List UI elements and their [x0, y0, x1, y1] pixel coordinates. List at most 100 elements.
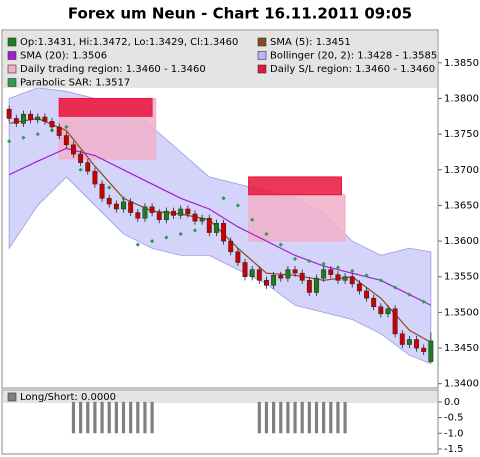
candle-body	[235, 251, 241, 263]
candle-body	[106, 198, 112, 205]
bar	[107, 401, 111, 434]
legend-label: Parabolic SAR: 1.3517	[20, 78, 130, 89]
legend-label: SMA (20): 1.3506	[20, 51, 107, 62]
candle-body	[256, 269, 262, 281]
candle-body	[328, 269, 334, 275]
candle-body	[364, 290, 369, 299]
candle-body	[285, 269, 291, 279]
candle-body	[121, 201, 126, 210]
candle-body	[335, 274, 341, 281]
bar	[264, 401, 269, 434]
legend-swatch	[7, 392, 17, 402]
bar	[293, 401, 297, 434]
sar-dot	[321, 261, 326, 267]
candle-body	[414, 339, 420, 349]
bar	[272, 401, 276, 434]
sar-dot	[378, 278, 383, 283]
y-tick-label: 1.3600	[444, 236, 479, 247]
legend-swatch	[257, 51, 267, 60]
candle-body	[378, 306, 384, 315]
sar-dot	[350, 268, 355, 274]
sar-dot	[407, 292, 412, 297]
sar-dot	[335, 265, 341, 270]
y-tick-label: -1.5	[444, 444, 464, 455]
bar	[93, 401, 97, 434]
candle-body	[271, 275, 277, 286]
candle-body	[406, 339, 412, 345]
y-tick-label: 1.3850	[444, 58, 479, 69]
sar-dot	[149, 238, 155, 244]
candle-body	[356, 283, 362, 292]
candle-body	[13, 118, 19, 124]
candle-body	[371, 297, 377, 307]
candle-body	[149, 206, 155, 213]
candle-body	[178, 208, 184, 216]
bar	[343, 401, 347, 434]
sar-dot	[235, 203, 240, 208]
bar	[114, 401, 118, 434]
candle-body	[392, 308, 398, 335]
bar	[150, 401, 154, 434]
y-tick-label: 1.3700	[444, 165, 479, 176]
candle-body	[306, 280, 312, 293]
sar-dot	[21, 135, 26, 140]
candle-body	[249, 269, 255, 277]
bar	[129, 401, 133, 434]
candle-body	[6, 108, 12, 119]
candle-body	[171, 210, 176, 216]
bar	[100, 401, 104, 434]
sar-dot	[35, 131, 40, 137]
candle-body	[192, 213, 198, 222]
sar-dot	[164, 235, 169, 240]
y-tick-label: 1.3550	[444, 272, 479, 283]
sar-dot	[221, 196, 226, 201]
sar-dot	[135, 242, 140, 247]
sar-dot	[364, 273, 369, 278]
candle-body	[314, 277, 319, 293]
sar-dot	[307, 258, 312, 264]
candle-body	[421, 347, 427, 352]
sar-dot	[421, 299, 426, 304]
bar	[286, 401, 290, 434]
candle-body	[321, 269, 327, 279]
sar-dot	[264, 231, 269, 237]
bar	[307, 401, 311, 434]
candle-body	[156, 212, 162, 220]
sar-dot	[192, 228, 198, 233]
y-tick-label: 1.3800	[444, 93, 479, 104]
candle-body	[20, 113, 26, 124]
candle-body	[71, 144, 76, 155]
candle-body	[163, 210, 169, 220]
candle-body	[185, 208, 191, 215]
bar	[86, 401, 90, 434]
legend-swatch	[7, 37, 17, 47]
candle-body	[299, 272, 305, 281]
legend-label: Daily trading region: 1.3460 - 1.3460	[20, 64, 206, 75]
sar-dot	[178, 231, 183, 237]
sar-dot	[292, 256, 298, 262]
region	[248, 176, 343, 196]
y-tick-label: -1.0	[444, 428, 464, 439]
legend-swatch	[7, 64, 17, 74]
legend-label: Bollinger (20, 2): 1.3428 - 1.3585	[270, 51, 437, 62]
candle-body	[242, 262, 248, 277]
sar-dot	[107, 185, 112, 190]
legend-swatch	[7, 51, 17, 60]
candle-body	[199, 218, 205, 222]
legend-label: SMA (5): 1.3451	[270, 37, 351, 48]
sar-dot	[78, 167, 83, 172]
sar-dot	[392, 285, 398, 290]
region	[248, 194, 346, 242]
bar	[336, 401, 340, 434]
y-tick-label: 1.3750	[444, 129, 479, 140]
candle-body	[142, 206, 148, 219]
legend-swatch	[257, 64, 267, 74]
bar	[314, 401, 319, 434]
candle-body	[113, 203, 119, 210]
candle-body	[342, 276, 348, 281]
y-tick-label: 1.3450	[444, 343, 479, 354]
bar	[279, 401, 283, 434]
y-tick-label: 1.3650	[444, 200, 479, 211]
bar	[143, 401, 147, 434]
